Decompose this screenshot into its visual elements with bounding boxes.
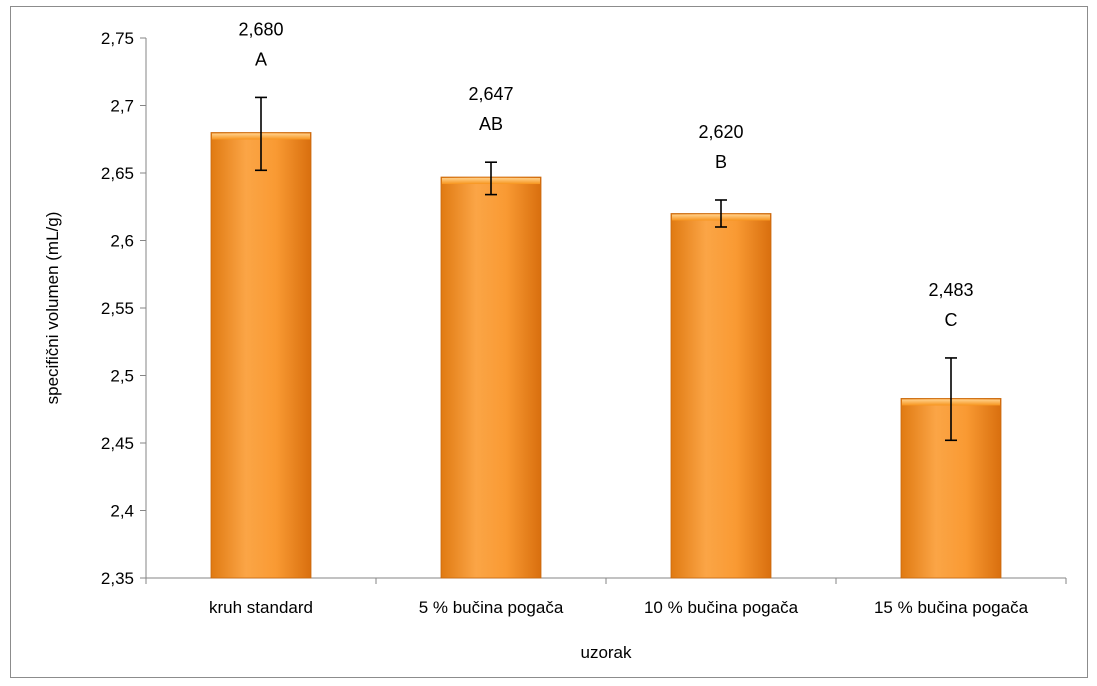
y-axis-title: specifični volumen (mL/g) (43, 212, 62, 405)
y-tick-label: 2,6 (110, 232, 134, 251)
error-bars (255, 96, 957, 442)
x-tick-label: 5 % bučina pogača (419, 598, 564, 617)
x-tick-label: kruh standard (209, 598, 313, 617)
value-label: 2,647 (468, 84, 513, 104)
y-tick-label: 2,4 (110, 502, 134, 521)
y-tick-label: 2,7 (110, 97, 134, 116)
group-label: B (715, 152, 727, 172)
group-label: A (255, 49, 267, 69)
value-label: 2,620 (698, 122, 743, 142)
bar (670, 213, 772, 579)
group-label: AB (479, 114, 503, 134)
value-label: 2,483 (928, 280, 973, 300)
data-labels: A 2,680 AB 2,647 B 2,620 C 2,483 (238, 19, 973, 330)
bars (210, 132, 1002, 579)
y-tick-label: 2,5 (110, 367, 134, 386)
x-axis-title: uzorak (580, 643, 632, 662)
y-tick-label: 2,45 (101, 434, 134, 453)
y-ticks: 2,35 2,4 2,45 2,5 2,55 2,6 2,65 2,7 2,75 (101, 29, 146, 588)
x-ticks: kruh standard 5 % bučina pogača 10 % bučin… (145, 578, 1067, 617)
y-tick-label: 2,65 (101, 164, 134, 183)
value-label: 2,680 (238, 19, 283, 39)
y-tick-label: 2,55 (101, 299, 134, 318)
x-tick-label: 10 % bučina pogača (644, 598, 799, 617)
bar (210, 132, 312, 579)
y-tick-label: 2,75 (101, 29, 134, 48)
y-tick-label: 2,35 (101, 569, 134, 588)
bar (440, 176, 542, 579)
x-tick-label: 15 % bučina pogača (874, 598, 1029, 617)
group-label: C (945, 310, 958, 330)
